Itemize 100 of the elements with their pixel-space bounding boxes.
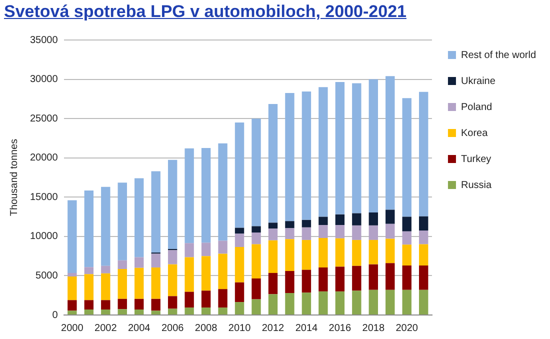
x-tick-label: 2016 [328, 322, 352, 334]
bar [402, 216, 412, 232]
bar [302, 220, 312, 228]
bar [318, 225, 328, 238]
bar [134, 310, 144, 314]
bar [168, 308, 178, 314]
bar [234, 247, 244, 282]
bar [418, 266, 428, 290]
y-tick-label: 20000 [30, 152, 58, 164]
bar [302, 240, 312, 270]
x-tick-label: 2014 [295, 322, 318, 334]
bar [252, 118, 261, 226]
bar [84, 190, 94, 268]
bar [302, 270, 312, 293]
bar [151, 310, 160, 314]
bar [285, 293, 294, 314]
bar [234, 282, 244, 302]
bar [84, 274, 94, 300]
bar [352, 290, 362, 314]
bar [151, 267, 160, 299]
x-tick-label: 2008 [194, 322, 218, 334]
bar [151, 254, 160, 268]
bar [184, 148, 194, 244]
y-tick-label: 0 [52, 310, 58, 321]
legend-label: Turkey [460, 154, 492, 165]
bar [134, 257, 144, 268]
bar [234, 234, 244, 248]
bar [368, 290, 378, 314]
bar [386, 76, 395, 210]
y-tick-label: 15000 [30, 192, 58, 203]
bar [302, 292, 312, 314]
bar [302, 227, 312, 240]
bar [218, 289, 228, 308]
bar [402, 244, 412, 266]
bar [335, 82, 345, 214]
bar [168, 250, 178, 264]
bar [118, 182, 127, 260]
bar [402, 290, 412, 314]
bar [318, 216, 328, 226]
bar [134, 298, 144, 310]
bar [352, 213, 362, 226]
bar [335, 291, 345, 314]
bar [268, 294, 278, 314]
bar [402, 98, 412, 217]
x-tick-label: 2000 [61, 322, 84, 334]
bar [335, 225, 345, 238]
bar [252, 232, 261, 244]
legend-label: Russia [460, 180, 492, 191]
bar [68, 272, 77, 276]
bar [368, 212, 378, 226]
bar [218, 143, 228, 241]
bar [335, 214, 345, 226]
bar [201, 290, 211, 308]
bar [352, 225, 362, 240]
bar [318, 291, 328, 314]
bar [184, 292, 194, 308]
bar [101, 266, 110, 274]
x-tick-label: 2010 [228, 322, 252, 334]
bar [134, 268, 144, 299]
bar [252, 244, 261, 278]
bar [234, 228, 244, 234]
bar [118, 298, 127, 310]
bar [201, 256, 211, 291]
bar [218, 254, 228, 290]
bar [386, 238, 395, 264]
bar [68, 300, 77, 311]
y-tick-label: 25000 [30, 113, 58, 124]
bar [352, 266, 362, 291]
bar [101, 310, 110, 314]
bar [302, 91, 312, 220]
bar [368, 79, 378, 212]
bar [168, 160, 178, 249]
x-tick-label: 2020 [396, 322, 418, 334]
bar [184, 257, 194, 292]
bar [402, 266, 412, 290]
y-tick-label: 5000 [36, 270, 58, 282]
bar [285, 271, 294, 293]
bar [386, 224, 395, 239]
bar [252, 226, 261, 232]
bar [68, 200, 77, 273]
bar [184, 243, 194, 258]
bar [318, 238, 328, 268]
bar [218, 308, 228, 314]
bar [268, 104, 278, 223]
bar [335, 266, 345, 292]
bar [101, 273, 110, 300]
bar [386, 263, 395, 290]
bar [101, 186, 110, 266]
bar [118, 260, 127, 270]
x-tick-label: 2018 [362, 322, 385, 334]
bar [201, 242, 211, 256]
chart-title: Svetová spotreba LPG v automobiloch, 2000-2021 [4, 2, 406, 22]
bar [418, 92, 428, 216]
bar [386, 290, 395, 314]
bar [318, 267, 328, 292]
bar [386, 210, 395, 224]
legend-label: Rest of the world [460, 50, 536, 61]
bar [252, 299, 261, 314]
y-tick-label: 35000 [30, 34, 58, 46]
x-tick-label: 2002 [94, 322, 118, 334]
